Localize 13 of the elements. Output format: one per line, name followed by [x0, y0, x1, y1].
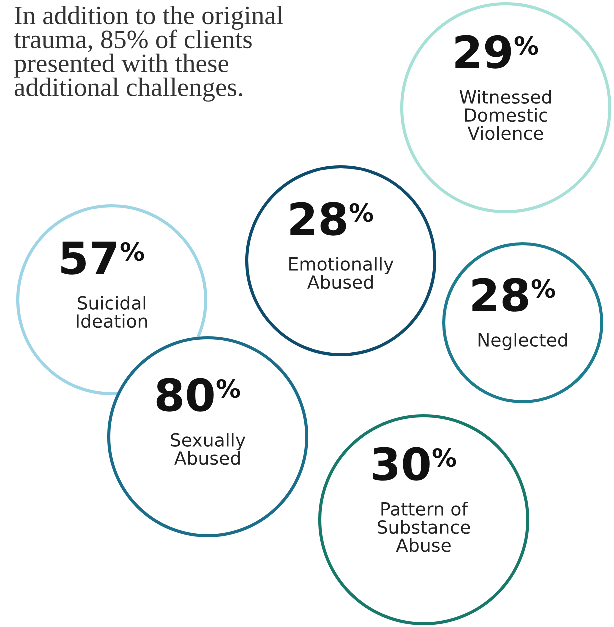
category-label: Pattern of Substance Abuse [378, 502, 470, 552]
category-label: Neglected [478, 333, 568, 350]
data-label: 28% [472, 278, 556, 312]
data-label: 57% [62, 242, 144, 275]
category-label: Suicidal Ideation [77, 296, 148, 328]
category-label: Emotionally Abused [290, 257, 394, 290]
data-label: 30% [373, 447, 456, 481]
data-label: 80% [156, 378, 240, 412]
data-label: 29% [456, 35, 538, 69]
category-label: Sexually Abused [171, 433, 246, 466]
category-label: Witnessed Domestic Violence [460, 90, 552, 140]
text: In addition to the original trauma, 85% of clients presented with these additional challenges. [14, 6, 284, 102]
data-label: 28% [290, 202, 374, 236]
